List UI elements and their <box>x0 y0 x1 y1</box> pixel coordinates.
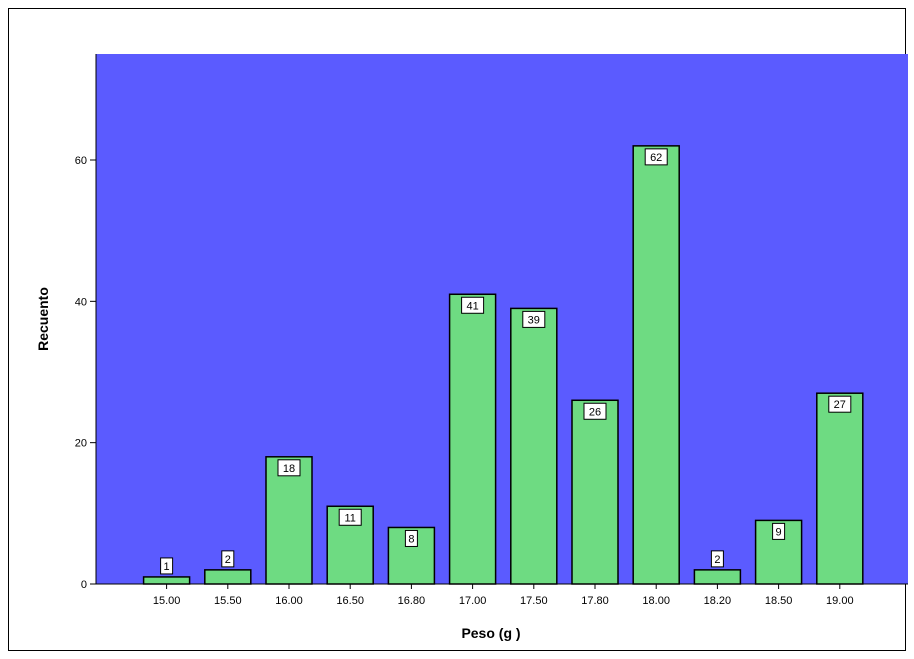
data-label-box <box>221 550 235 568</box>
x-tick-label: 16.00 <box>275 595 303 607</box>
bars: 1 2 18 11 8 41 39 26 62 2 9 27 <box>142 145 864 585</box>
x-tick-label: 15.00 <box>153 595 181 607</box>
x-tick-label: 19.00 <box>826 595 854 607</box>
bar <box>693 569 742 585</box>
x-tick-label: 16.80 <box>398 595 426 607</box>
x-tick-label: 17.50 <box>520 595 548 607</box>
y-tick-label: 60 <box>75 155 87 167</box>
x-tick-label: 16.50 <box>336 595 364 607</box>
bar <box>816 392 864 585</box>
y-axis: 0 20 40 60 <box>75 54 97 591</box>
data-label-box <box>461 296 485 314</box>
y-tick-label: 40 <box>75 296 87 308</box>
y-tick-label: 0 <box>81 579 87 591</box>
x-tick-label: 18.50 <box>765 595 793 607</box>
data-label-box <box>644 148 668 166</box>
x-tick-label: 15.50 <box>214 595 242 607</box>
plot-area <box>96 54 908 584</box>
data-label-box <box>522 310 546 328</box>
data-label-box <box>583 402 607 420</box>
data-label-box <box>338 508 362 526</box>
data-label-box <box>772 522 786 540</box>
data-label-box <box>277 459 301 477</box>
x-tick-label: 17.80 <box>581 595 609 607</box>
y-axis-title: Recuento <box>35 287 51 351</box>
bar <box>632 145 680 585</box>
data-label: 9 <box>776 526 782 538</box>
bar <box>510 307 558 585</box>
data-label: 11 <box>344 512 355 524</box>
data-label-box <box>710 550 724 568</box>
data-label-box <box>160 557 174 575</box>
data-label-box <box>828 395 852 413</box>
data-label: 62 <box>650 152 662 164</box>
x-axis-title: Peso (g ) <box>461 625 520 641</box>
data-label: 41 <box>466 300 478 312</box>
x-tick-label: 18.00 <box>642 595 670 607</box>
data-label: 2 <box>225 554 231 566</box>
y-tick-label: 20 <box>75 438 87 450</box>
bar <box>142 576 191 585</box>
data-label: 8 <box>408 533 414 545</box>
data-label: 27 <box>834 399 846 411</box>
bar <box>448 293 497 585</box>
x-axis: 15.00 15.50 16.00 16.50 16.80 17.00 17.50 17.80… <box>96 583 908 607</box>
bar <box>204 569 252 585</box>
bar <box>571 399 619 585</box>
x-tick-label: 17.00 <box>459 595 487 607</box>
x-tick-label: 18.20 <box>704 595 732 607</box>
data-label: 26 <box>589 406 601 418</box>
data-label-box <box>404 529 418 547</box>
data-label: 1 <box>164 561 170 573</box>
data-label: 2 <box>714 554 720 566</box>
data-label: 39 <box>528 314 540 326</box>
bar <box>265 456 313 585</box>
data-label: 18 <box>283 463 295 475</box>
